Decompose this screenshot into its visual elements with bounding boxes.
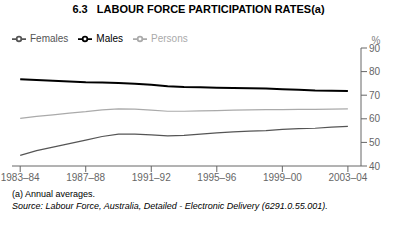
svg-text:60: 60: [369, 113, 381, 124]
svg-text:70: 70: [369, 90, 381, 101]
html-text:(a) Annual averages.: (a) Annual averages.: [12, 189, 96, 199]
html-text:Source: Labour Force, Australi: Source: Labour Force, Australia, Detaile…: [12, 201, 328, 211]
html-text:Persons: Persons: [151, 32, 188, 44]
svg-text:90: 90: [369, 42, 381, 54]
svg-text:40: 40: [369, 161, 381, 172]
svg-text:2003–04: 2003–04: [328, 172, 367, 183]
html-text:Males: Males: [96, 32, 123, 44]
svg-text:80: 80: [369, 66, 381, 77]
svg-text:%: %: [372, 35, 381, 46]
svg-text:50: 50: [369, 137, 381, 148]
html-text:6.3 LABOUR FORCE PARTICIPATION: 6.3 LABOUR FORCE PARTICIPATION RATES(a): [72, 3, 325, 15]
svg-text:1995–96: 1995–96: [197, 172, 236, 183]
svg-text:1983–84: 1983–84: [8, 172, 40, 183]
svg-text:1987–88: 1987–88: [66, 172, 105, 183]
svg-text:1991–92: 1991–92: [132, 172, 171, 183]
svg-text:1999–00: 1999–00: [263, 172, 302, 183]
html-text:Females: Females: [30, 32, 69, 44]
